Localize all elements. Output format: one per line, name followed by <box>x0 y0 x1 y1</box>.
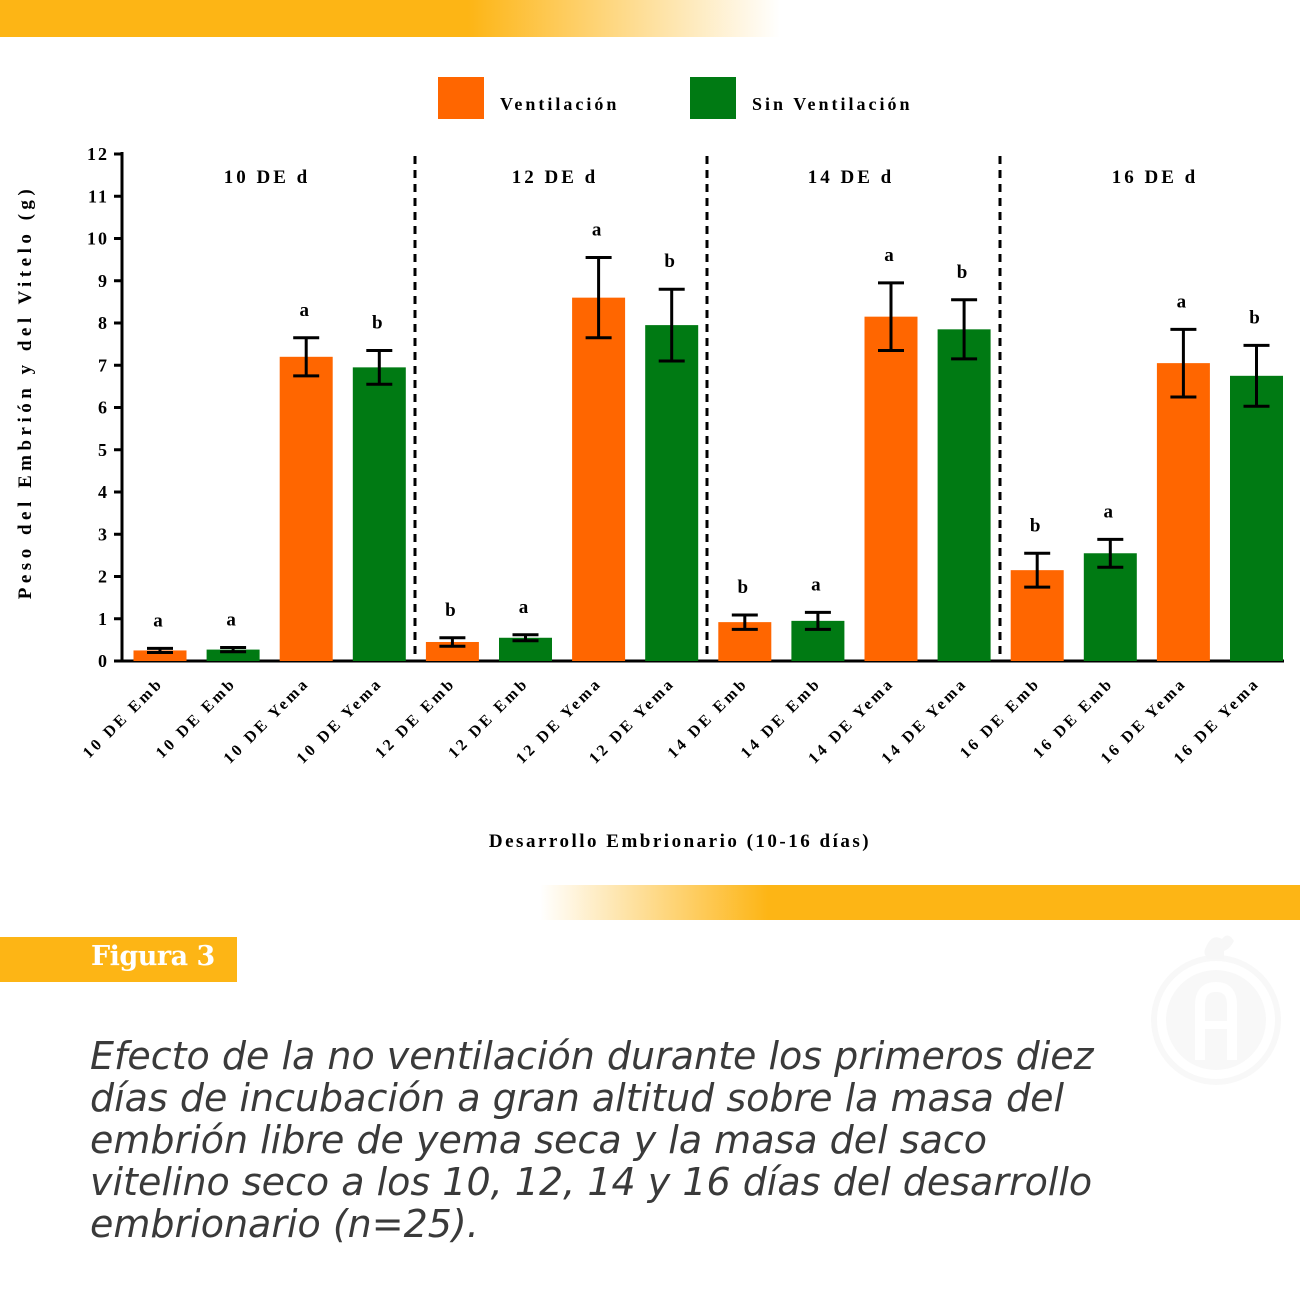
legend-label: Ventilación <box>500 94 619 114</box>
bar <box>133 650 187 661</box>
rooster-letter-a-logo-icon <box>1151 935 1281 1085</box>
y-tick-label: 5 <box>98 440 109 460</box>
y-tick-label: 6 <box>98 398 109 418</box>
legend-swatch <box>690 77 736 119</box>
y-tick-label: 7 <box>98 355 109 375</box>
figure-label: Figura 3 <box>91 941 215 972</box>
significance-letter: a <box>884 245 894 266</box>
significance-letter: b <box>738 577 749 598</box>
legend-label: Sin Ventilación <box>752 94 913 114</box>
significance-letter: b <box>445 600 456 621</box>
significance-letter: b <box>1249 307 1260 328</box>
bar <box>352 367 406 661</box>
significance-letter: a <box>226 609 236 630</box>
y-axis-title: Peso del Embrión y del Vitelo (g) <box>15 185 36 599</box>
significance-letter: a <box>153 610 163 631</box>
group-title: 16 DE d <box>1112 167 1198 188</box>
y-tick-label: 1 <box>98 609 109 629</box>
group-title: 10 DE d <box>224 167 310 188</box>
bar <box>1083 553 1137 661</box>
y-tick-label: 12 <box>87 144 109 164</box>
middle-accent-band <box>540 885 1300 920</box>
significance-letter: b <box>1030 515 1041 536</box>
significance-letter: a <box>811 574 821 595</box>
bar <box>206 649 260 661</box>
bar <box>572 297 626 661</box>
bar <box>425 641 479 661</box>
y-tick-label: 3 <box>98 524 109 544</box>
y-tick-label: 9 <box>98 271 109 291</box>
significance-letter: b <box>372 312 383 333</box>
bar <box>1230 375 1283 661</box>
bar <box>864 316 918 661</box>
y-tick-label: 2 <box>98 567 109 587</box>
figure-badge <box>0 937 237 982</box>
y-tick-label: 4 <box>98 482 109 502</box>
x-axis-title: Desarrollo Embrionario (10-16 días) <box>489 831 871 852</box>
top-accent-band <box>0 0 780 37</box>
group-title: 14 DE d <box>808 167 894 188</box>
group-title: 12 DE d <box>512 167 598 188</box>
significance-letter: b <box>957 262 968 283</box>
bar <box>1156 363 1210 661</box>
bar-chart: Ventilación Sin Ventilación01234567891011… <box>15 77 1284 852</box>
y-tick-label: 10 <box>87 229 109 249</box>
legend-swatch <box>438 77 484 119</box>
figure-caption: Efecto de la no ventilación durante los … <box>90 1034 1094 1246</box>
significance-letter: a <box>519 597 529 618</box>
y-tick-label: 8 <box>98 313 109 333</box>
significance-letter: b <box>664 251 675 272</box>
y-tick-label: 11 <box>88 186 109 206</box>
significance-letter: a <box>592 220 602 241</box>
bar <box>937 329 991 661</box>
significance-letter: a <box>1104 501 1114 522</box>
y-tick-label: 0 <box>98 651 109 671</box>
significance-letter: a <box>299 300 309 321</box>
bar <box>499 637 552 661</box>
bar <box>645 325 699 661</box>
bar <box>279 356 333 661</box>
significance-letter: a <box>1177 291 1187 312</box>
